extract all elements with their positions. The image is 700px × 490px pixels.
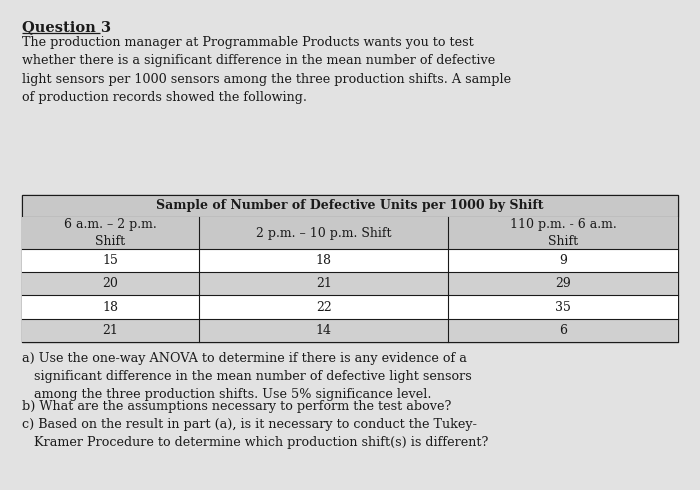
Text: 2 p.m. – 10 p.m. Shift: 2 p.m. – 10 p.m. Shift (256, 226, 391, 240)
Bar (22, 272, 678, 295)
Bar (22, 195, 678, 217)
Text: 21: 21 (316, 277, 332, 291)
Text: 20: 20 (103, 277, 118, 291)
Text: 14: 14 (316, 324, 332, 337)
Bar (22, 295, 678, 319)
Text: The production manager at Programmable Products wants you to test
whether there : The production manager at Programmable P… (22, 36, 511, 104)
Text: a) Use the one-way ANOVA to determine if there is any evidence of a
   significa: a) Use the one-way ANOVA to determine if… (22, 352, 472, 401)
Text: c) Based on the result in part (a), is it necessary to conduct the Tukey-
   Kra: c) Based on the result in part (a), is i… (22, 418, 489, 449)
Text: 22: 22 (316, 301, 332, 314)
Text: Sample of Number of Defective Units per 1000 by Shift: Sample of Number of Defective Units per … (156, 199, 544, 213)
Bar (22, 249, 678, 272)
Bar (22, 217, 678, 249)
Text: b) What are the assumptions necessary to perform the test above?: b) What are the assumptions necessary to… (22, 400, 452, 413)
Text: 18: 18 (103, 301, 118, 314)
Text: 18: 18 (316, 254, 332, 267)
Text: 35: 35 (555, 301, 571, 314)
Text: 6: 6 (559, 324, 567, 337)
Bar (22, 195, 678, 342)
Text: 9: 9 (559, 254, 567, 267)
Text: 21: 21 (103, 324, 118, 337)
Text: 110 p.m. - 6 a.m.
Shift: 110 p.m. - 6 a.m. Shift (510, 218, 617, 248)
Text: 6 a.m. – 2 p.m.
Shift: 6 a.m. – 2 p.m. Shift (64, 218, 157, 248)
Bar (22, 319, 678, 342)
Text: 15: 15 (103, 254, 118, 267)
Text: 29: 29 (555, 277, 571, 291)
Text: Question 3: Question 3 (22, 20, 111, 34)
